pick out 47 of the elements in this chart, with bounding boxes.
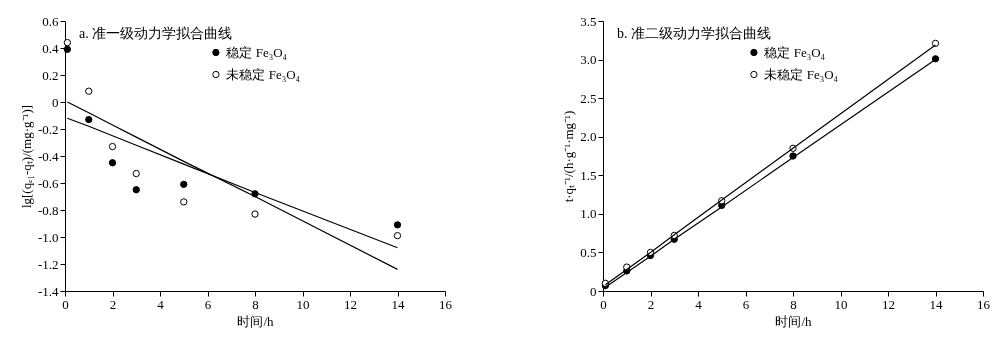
y-tick-label: 3.0	[580, 52, 597, 68]
y-tick-label: 0.6	[42, 13, 59, 29]
x-tick-label: 2	[647, 296, 655, 312]
x-tick-label: 0	[62, 296, 69, 312]
x-tick-label: 8	[252, 296, 259, 312]
y-axis-title: lg[(qₑ₁-qₜ)/(mg·g⁻¹)]	[18, 104, 34, 209]
y-tick-label: 2.5	[580, 90, 597, 106]
y-tick-label: 1.0	[580, 206, 597, 222]
x-axis-title: 时间/h	[775, 313, 813, 329]
y-tick-label: 0	[52, 94, 59, 110]
x-tick-label: 12	[344, 296, 357, 312]
x-tick-label: 12	[882, 296, 895, 312]
y-tick-label: 0	[590, 283, 597, 299]
y-axis-title: t·qₜ⁻¹/(h·g⁻¹·mg⁻¹)	[561, 110, 577, 203]
x-tick-label: 0	[600, 296, 607, 312]
x-axis-title: 时间/h	[237, 313, 275, 329]
x-tick-label: 14	[929, 296, 943, 312]
x-tick-label: 16	[977, 296, 991, 312]
y-tick-label: 3.5	[580, 13, 597, 29]
y-tick-label: -1.2	[37, 256, 59, 272]
chart-title: a. 准一级动力学拟合曲线	[79, 26, 233, 41]
y-tick-label: -1.0	[37, 229, 59, 245]
legend-label: 稳定 Fe₃O₄	[764, 44, 826, 60]
y-tick-label: 1.5	[580, 167, 597, 183]
legend-label: 未稳定 Fe₃O₄	[764, 66, 839, 82]
x-tick-label: 6	[742, 296, 750, 312]
x-tick-label: 4	[157, 296, 165, 312]
y-tick-label: -1.4	[37, 283, 59, 299]
y-tick-label: -0.8	[37, 202, 59, 218]
legend-label: 稳定 Fe₃O₄	[226, 44, 288, 60]
x-tick-label: 14	[391, 296, 405, 312]
chart-title: b. 准二级动力学拟合曲线	[617, 26, 771, 41]
x-tick-label: 16	[439, 296, 453, 312]
y-tick-label: 2.0	[580, 129, 597, 145]
y-tick-label: 0.5	[580, 244, 597, 260]
x-tick-label: 4	[695, 296, 703, 312]
x-tick-label: 8	[790, 296, 797, 312]
y-tick-label: -0.4	[37, 148, 59, 164]
x-tick-label: 10	[296, 296, 310, 312]
y-tick-label: 0.4	[42, 40, 59, 56]
y-tick-label: -0.6	[37, 175, 59, 191]
x-tick-label: 2	[109, 296, 117, 312]
x-tick-label: 6	[204, 296, 212, 312]
y-tick-label: -0.2	[37, 121, 59, 137]
legend-label: 未稳定 Fe₃O₄	[226, 66, 301, 82]
y-tick-label: 0.2	[42, 67, 59, 83]
x-tick-label: 10	[834, 296, 848, 312]
